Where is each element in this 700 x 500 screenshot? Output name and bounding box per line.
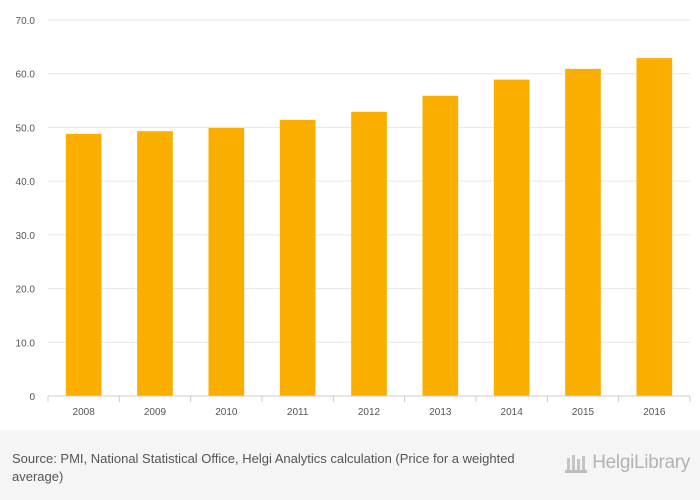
y-tick-label: 40.0 [16,177,36,188]
x-tick-label: 2008 [73,407,96,418]
x-tick-label: 2011 [287,407,309,418]
bars [65,58,673,397]
y-tick-label: 20.0 [16,285,36,296]
x-tick-label: 2015 [572,407,595,418]
helgi-library-logo[interactable]: HelgiLibrary [564,448,690,478]
bar-2015[interactable] [565,68,601,396]
bar-2011[interactable] [279,119,316,396]
bar-2014[interactable] [493,79,530,396]
x-tick-label: 2010 [215,407,238,418]
bar-2012[interactable] [351,111,387,396]
x-tick-label: 2013 [429,407,452,418]
bar-2010[interactable] [208,127,245,397]
library-building-icon [565,455,588,473]
y-tick-label: 70.0 [16,16,36,27]
source-note: Source: PMI, National Statistical Office… [12,451,515,484]
x-tick-label: 2014 [501,407,524,418]
logo-text: HelgiLibrary [592,452,690,473]
y-tick-label: 0 [29,392,35,403]
y-axis-ticks: 0 10.0 20.0 30.0 40.0 50.0 60.0 70.0 [16,16,36,403]
bar-2013[interactable] [422,95,459,396]
chart-footer: Source: PMI, National Statistical Office… [0,430,700,500]
x-tick-label: 2016 [643,407,666,418]
x-tick-label: 2009 [144,407,167,418]
x-axis-ticks: 2008 2009 2010 2011 2012 2013 2014 2015 2016 [47,396,691,418]
y-tick-label: 50.0 [16,123,36,134]
y-tick-label: 10.0 [16,338,36,349]
bar-2008[interactable] [65,133,102,397]
y-tick-label: 30.0 [16,231,36,242]
bar-2016[interactable] [636,58,673,396]
bar-2009[interactable] [137,131,173,396]
bar-chart: 010.020.030.040.050.060.070.0 2008 2009 20… [16,16,691,418]
y-tick-label: 60.0 [16,70,36,81]
x-tick-label: 2012 [358,407,381,418]
